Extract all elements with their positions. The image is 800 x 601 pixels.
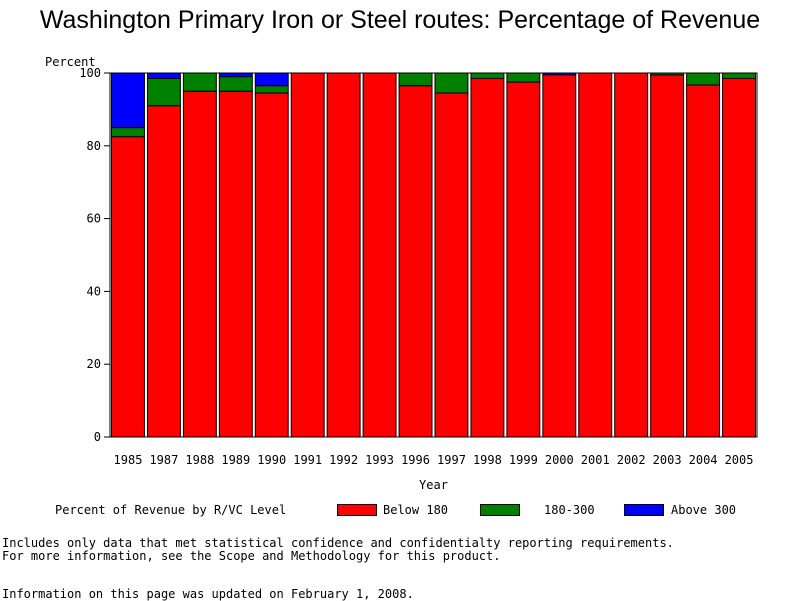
bar-segment-2002-below-180	[614, 72, 649, 438]
y-tick-label-40: 40	[87, 284, 101, 298]
bar-segment-1987-above-300	[146, 72, 181, 79]
x-tick-label-1996: 1996	[401, 453, 430, 467]
x-tick-label-1998: 1998	[473, 453, 502, 467]
bar-segment-1989-180-300	[218, 76, 253, 92]
bar-segment-2001-below-180	[578, 72, 613, 438]
x-tick-label-1988: 1988	[185, 453, 214, 467]
x-tick-label-1999: 1999	[509, 453, 538, 467]
bar-segment-1985-180-300	[111, 127, 145, 138]
x-tick-label-1992: 1992	[329, 453, 358, 467]
bar-segment-1990-180-300	[254, 85, 289, 94]
plot-frame	[109, 72, 758, 438]
bar-segment-1999-180-300	[506, 72, 541, 83]
y-tick-label-100: 100	[79, 66, 101, 80]
footnote-line-1: Includes only data that met statistical …	[2, 536, 674, 550]
bar-segment-1985-above-300	[111, 72, 145, 129]
bar-segment-1988-180-300	[182, 72, 217, 92]
bar-segment-2005-below-180	[722, 77, 756, 438]
bar-segment-1985-below-180	[111, 136, 145, 438]
x-tick-label-2004: 2004	[689, 453, 718, 467]
x-tick-label-2002: 2002	[617, 453, 646, 467]
x-tick-label-2003: 2003	[653, 453, 682, 467]
bar-segment-2004-180-300	[686, 72, 721, 86]
bar-segment-1991-below-180	[290, 72, 325, 438]
updated-note: Information on this page was updated on …	[2, 587, 414, 601]
bar-segment-2004-below-180	[686, 84, 721, 438]
bar-segment-1996-180-300	[398, 72, 433, 87]
legend-label-180-300: 180-300	[544, 503, 595, 517]
y-tick-label-20: 20	[87, 357, 101, 371]
y-tick-label-80: 80	[87, 139, 101, 153]
bar-segment-1997-180-300	[434, 72, 469, 94]
x-tick-label-1990: 1990	[257, 453, 286, 467]
bar-segment-1987-180-300	[146, 77, 181, 107]
y-tick-label-60: 60	[87, 212, 101, 226]
legend-swatch-180-300	[480, 504, 520, 516]
x-tick-label-1997: 1997	[437, 453, 466, 467]
legend-swatch-above-300	[624, 504, 664, 516]
bar-segment-1996-below-180	[398, 85, 433, 438]
footnote-line-2: For more information, see the Scope and …	[2, 549, 501, 563]
x-tick-label-1993: 1993	[365, 453, 394, 467]
bar-segment-2005-180-300	[722, 72, 756, 79]
bar-segment-1990-below-180	[254, 92, 289, 438]
y-axis-label: Percent	[45, 55, 96, 69]
x-tick-label-2005: 2005	[725, 453, 754, 467]
bar-segment-1989-below-180	[218, 90, 253, 438]
chart-title: Washington Primary Iron or Steel routes:…	[39, 6, 761, 34]
bar-segment-1999-below-180	[506, 81, 541, 438]
bar-segment-1998-180-300	[470, 72, 505, 79]
bar-segment-2000-below-180	[542, 74, 577, 438]
bar-segment-1989-above-300	[218, 72, 253, 78]
x-tick-label-1991: 1991	[293, 453, 322, 467]
legend-title: Percent of Revenue by R/VC Level	[55, 503, 287, 517]
bars-group	[111, 72, 756, 438]
x-tick-label-1989: 1989	[221, 453, 250, 467]
bar-segment-1993-below-180	[362, 72, 397, 438]
bar-segment-1997-below-180	[434, 92, 469, 438]
legend-swatch-below-180	[337, 504, 377, 516]
bar-segment-2003-below-180	[650, 74, 685, 438]
bar-segment-1987-below-180	[146, 105, 181, 438]
y-tick-label-0: 0	[94, 430, 101, 444]
legend-label-below-180: Below 180	[383, 503, 449, 517]
bar-segment-1990-above-300	[254, 72, 289, 87]
bar-segment-1988-below-180	[182, 90, 217, 438]
x-tick-label-2000: 2000	[545, 453, 574, 467]
x-tick-label-1985: 1985	[114, 453, 143, 467]
bar-segment-1998-below-180	[470, 77, 505, 438]
bar-segment-1992-below-180	[326, 72, 361, 438]
x-tick-label-1987: 1987	[149, 453, 178, 467]
legend-label-above-300: Above 300	[671, 503, 737, 517]
x-axis-label: Year	[419, 478, 448, 492]
x-tick-label-2001: 2001	[581, 453, 610, 467]
axes-group: 1985 1987 1988 1989 1990 1991 1992 1993 1996 1997…	[45, 55, 758, 492]
